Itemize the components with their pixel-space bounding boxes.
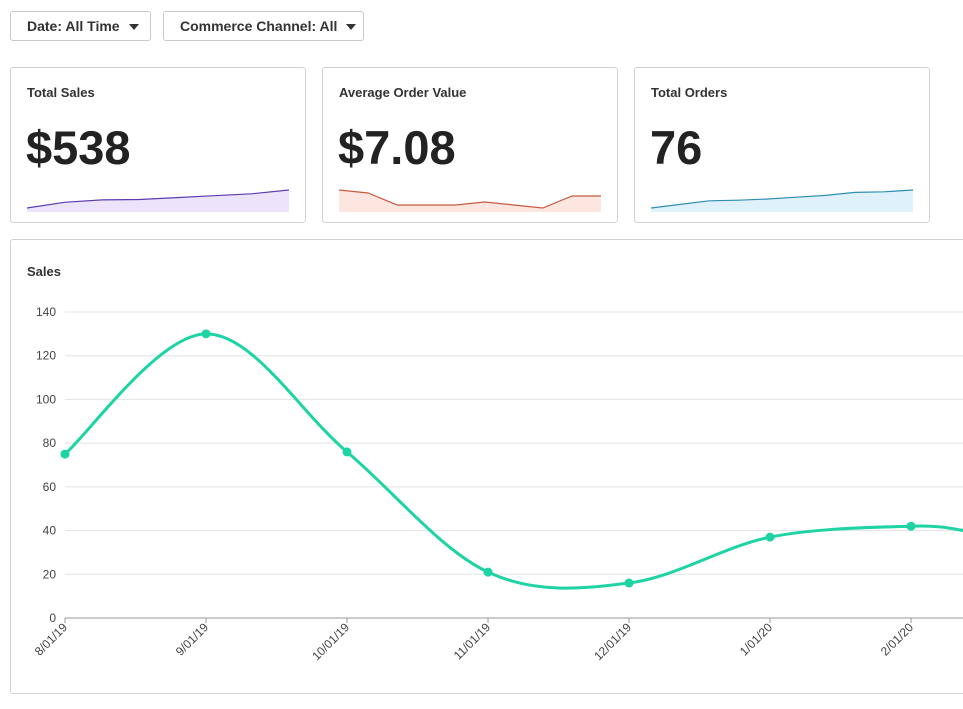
sparkline-total-sales (27, 189, 289, 212)
kpi-value: $7.08 (338, 121, 456, 174)
sales-chart-card: Sales 0 20 40 60 80 100 120 140 8/01/19 9/01/19 10… (10, 239, 963, 694)
y-tick-label: 100 (36, 392, 56, 406)
data-point[interactable] (483, 567, 493, 577)
chart-title: Sales (27, 264, 61, 279)
kpi-title: Average Order Value (339, 85, 467, 100)
data-point[interactable] (906, 521, 916, 531)
sparkline-area (339, 190, 601, 212)
data-point[interactable] (60, 449, 70, 459)
y-tick-label: 140 (36, 305, 56, 319)
date-filter-button[interactable]: Date: All Time (10, 11, 151, 41)
kpi-title: Total Sales (27, 85, 95, 100)
kpi-value: $538 (26, 121, 131, 174)
kpi-card-total-sales: Total Sales $538 (10, 67, 306, 223)
y-tick-label: 120 (36, 349, 56, 363)
y-tick-label: 0 (49, 611, 56, 625)
series-line (63, 332, 963, 590)
data-point[interactable] (342, 447, 352, 457)
x-tick-label: 12/01/19 (591, 620, 634, 663)
sales-line-chart: 0 20 40 60 80 100 120 140 8/01/19 9/01/19 10/01/19… (32, 305, 963, 663)
data-point[interactable] (201, 329, 211, 339)
sparkline-total-orders (651, 189, 913, 212)
commerce-channel-filter-button[interactable]: Commerce Channel: All (163, 11, 364, 41)
x-tick-label: 10/01/19 (309, 620, 352, 663)
x-tick-label: 2/01/20 (878, 620, 916, 658)
x-tick-label: 1/01/20 (737, 620, 775, 658)
kpi-card-total-orders: Total Orders 76 (634, 67, 930, 223)
caret-down-icon (346, 24, 357, 30)
sparkline-line (27, 189, 289, 209)
sparkline-line (339, 189, 601, 209)
x-tick-label: 9/01/19 (173, 620, 211, 658)
data-point[interactable] (624, 578, 634, 588)
data-point[interactable] (765, 532, 775, 542)
y-tick-label: 20 (43, 567, 57, 581)
date-filter-label: Date: All Time (27, 18, 120, 34)
x-tick-label: 11/01/19 (451, 620, 494, 663)
y-tick-label: 40 (43, 524, 57, 538)
sparkline-line (651, 189, 913, 209)
kpi-title: Total Orders (651, 85, 728, 100)
caret-down-icon (128, 24, 139, 30)
y-tick-label: 60 (43, 480, 57, 494)
x-tick-label: 8/01/19 (32, 620, 70, 658)
kpi-value: 76 (650, 121, 703, 174)
y-tick-label: 80 (43, 436, 57, 450)
commerce-channel-filter-label: Commerce Channel: All (180, 18, 338, 34)
sparkline-average-order-value (339, 189, 601, 212)
sparkline-area (651, 190, 913, 212)
kpi-card-average-order-value: Average Order Value $7.08 (322, 67, 618, 223)
